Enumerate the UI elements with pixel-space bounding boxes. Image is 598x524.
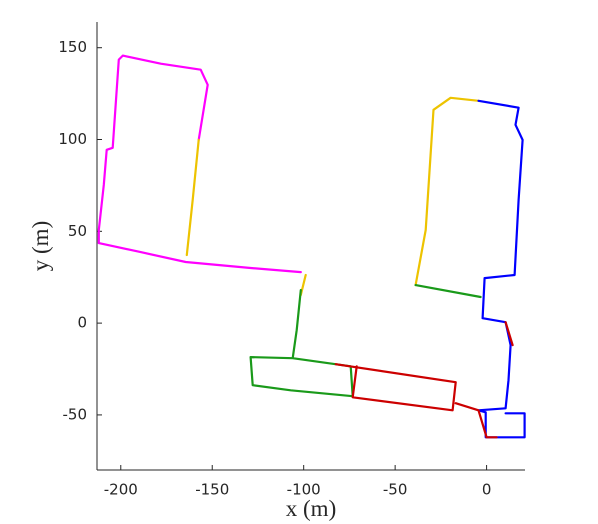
y-tick-label: 150 <box>58 38 87 56</box>
y-tick-label: -50 <box>63 405 88 423</box>
x-tick-label: -100 <box>287 481 321 499</box>
x-tick-label: -150 <box>195 481 229 499</box>
y-tick-label: 100 <box>58 130 87 148</box>
trajectory <box>477 99 526 439</box>
x-tick-label: 0 <box>482 481 492 499</box>
x-tick-label: -200 <box>104 481 138 499</box>
y-tick-label: 50 <box>68 222 87 240</box>
y-axis-label: y (m) <box>28 221 53 271</box>
trajectory <box>97 54 302 274</box>
trajectory <box>249 284 482 398</box>
x-axis-label: x (m) <box>286 496 336 521</box>
x-tick-label: -50 <box>383 481 408 499</box>
trajectory <box>334 321 514 439</box>
y-tick-label: 0 <box>77 314 87 332</box>
